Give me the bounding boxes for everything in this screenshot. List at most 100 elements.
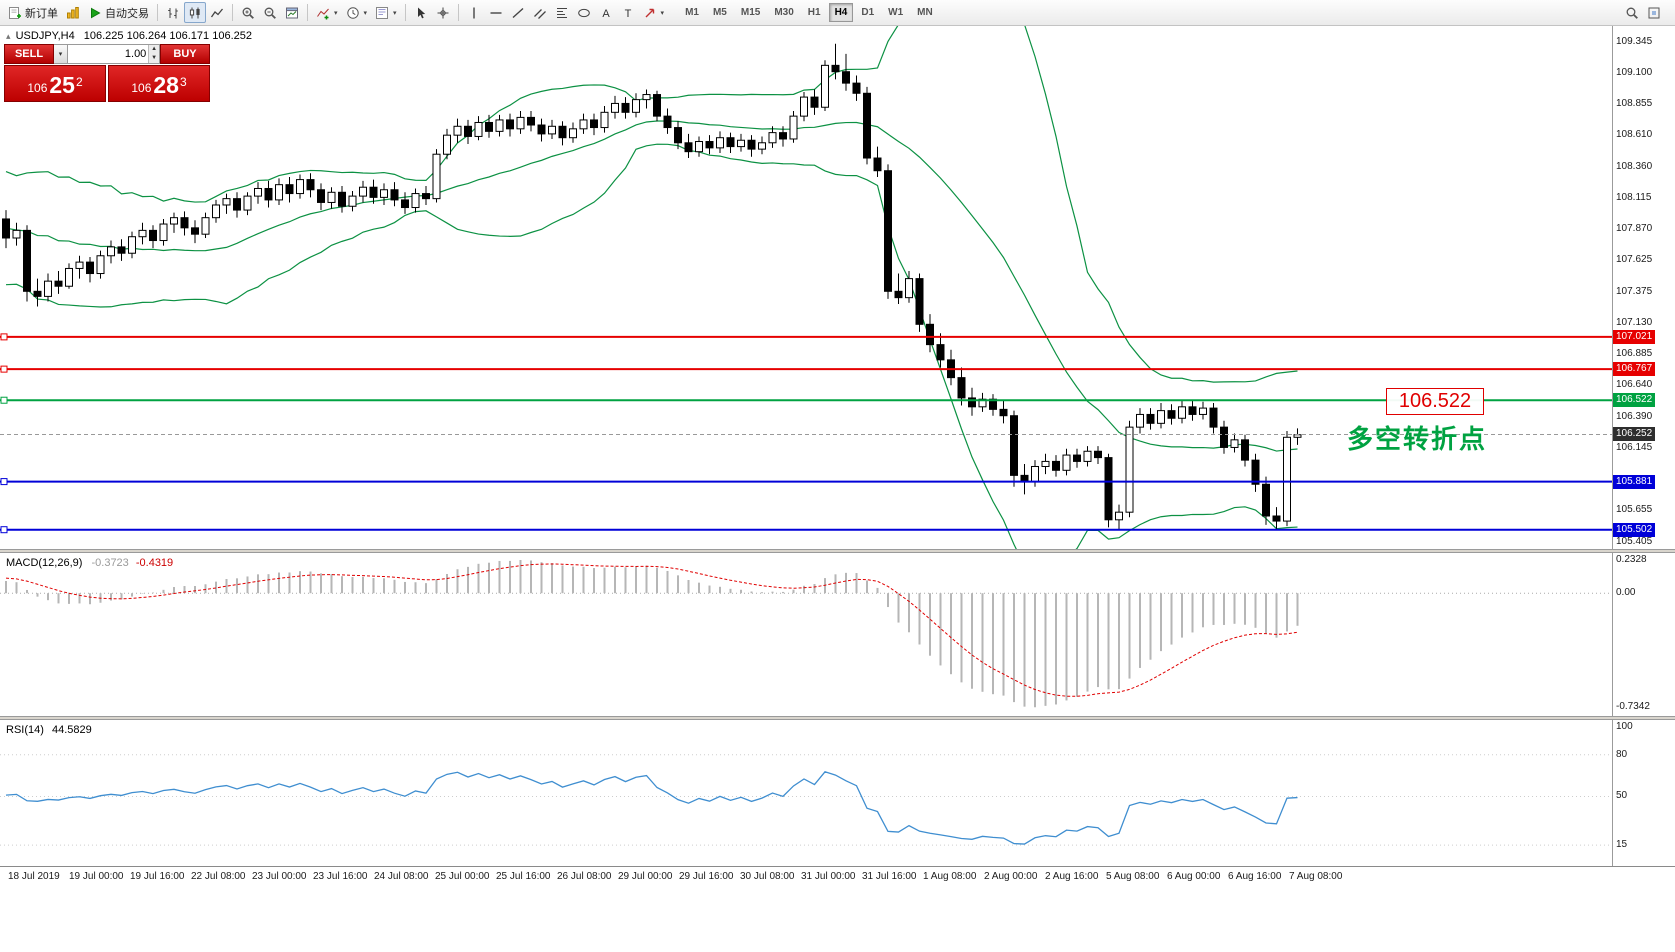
time-axis-label: 22 Jul 08:00	[191, 871, 246, 882]
tf-m30[interactable]: M30	[768, 3, 799, 22]
buy-button[interactable]: BUY	[160, 44, 210, 64]
bar-chart-button[interactable]	[162, 2, 184, 23]
rsi-line	[5, 771, 1298, 845]
toolbar-separator	[404, 4, 406, 21]
time-axis-label: 18 Jul 2019	[8, 871, 60, 882]
dropdown-caret-icon: ▾	[363, 9, 368, 17]
line-handle[interactable]	[0, 365, 8, 373]
vertical-line-button[interactable]	[463, 2, 485, 23]
candle-body	[642, 94, 651, 101]
tf-mn[interactable]: MN	[911, 3, 939, 22]
candle-body	[1209, 407, 1218, 428]
zoom-in-button[interactable]	[237, 2, 259, 23]
new-order-button-label: 新订单	[25, 7, 58, 20]
fibonacci-button[interactable]	[551, 2, 573, 23]
time-axis-label: 2 Aug 16:00	[1045, 871, 1099, 882]
order-type-dropdown[interactable]: ▾	[54, 44, 68, 64]
hline-price-label: 106.767	[1613, 362, 1656, 377]
channel-button[interactable]	[529, 2, 551, 23]
candle-body	[369, 186, 378, 198]
price-scale-label: 106.640	[1616, 379, 1653, 391]
collapse-icon[interactable]: ▴	[6, 31, 11, 41]
macd-header: MACD(12,26,9) -0.3723 -0.4319	[6, 557, 173, 569]
search-button[interactable]	[1621, 2, 1643, 23]
shapes-button[interactable]	[573, 2, 595, 23]
chart-list-button[interactable]	[62, 2, 84, 23]
buy-price-frac: 3	[179, 75, 187, 89]
buy-price-pips: 28	[153, 72, 179, 98]
periods-button[interactable]: ▾	[342, 2, 372, 23]
candle-body	[936, 344, 945, 361]
sell-price-button[interactable]: 106 25 2	[4, 65, 106, 102]
tf-h4[interactable]: H4	[828, 3, 854, 22]
zoom-in-icon	[241, 6, 255, 20]
candle-body	[54, 280, 63, 287]
time-axis-label: 19 Jul 00:00	[69, 871, 124, 882]
volume-down-icon[interactable]: ▼	[149, 54, 159, 63]
candle-body	[12, 229, 21, 239]
ohlc-bars-icon	[166, 6, 180, 20]
templates-button[interactable]: ▾	[371, 2, 401, 23]
toolbar: 新订单 自动交易 ▾ ▾ ▾ A T ▾ M1 M5 M15 M30 H1 H4 D1 W1 MN	[0, 0, 1675, 26]
indicators-button[interactable]: ▾	[312, 2, 342, 23]
crosshair-button[interactable]	[432, 2, 454, 23]
line-handle[interactable]	[0, 396, 8, 404]
tf-w1[interactable]: W1	[882, 3, 909, 22]
cursor-button[interactable]	[410, 2, 432, 23]
zoom-out-icon	[263, 6, 277, 20]
candle-body	[495, 119, 504, 132]
candle-body	[737, 139, 745, 148]
toolbar-separator	[232, 4, 233, 21]
volume-input[interactable]	[68, 45, 149, 63]
candle-body	[537, 124, 546, 135]
line-handle[interactable]	[0, 526, 8, 534]
expand-icon	[1647, 6, 1661, 20]
tf-h1[interactable]: H1	[802, 3, 827, 22]
candle-body	[180, 217, 189, 229]
line-chart-icon	[210, 6, 224, 20]
label-button[interactable]: T	[617, 2, 639, 23]
bar-chart-yellow-icon	[66, 6, 80, 20]
toolbar-separator	[307, 4, 308, 21]
time-axis-label: 19 Jul 16:00	[130, 871, 185, 882]
trendline-button[interactable]	[507, 2, 529, 23]
candle-body	[600, 111, 609, 129]
tf-m1[interactable]: M1	[679, 3, 705, 22]
line-chart-button[interactable]	[206, 2, 228, 23]
candle-body	[1104, 457, 1113, 521]
sell-price-int: 106	[27, 81, 48, 95]
candle-body	[1115, 511, 1123, 521]
tf-m15[interactable]: M15	[735, 3, 766, 22]
panel-divider[interactable]	[0, 549, 1675, 553]
zoom-out-button[interactable]	[259, 2, 281, 23]
macd-panel[interactable]	[0, 553, 1612, 716]
trade-panel-prices: 106 25 2 106 28 3	[4, 65, 210, 102]
buy-price-button[interactable]: 106 28 3	[108, 65, 210, 102]
time-axis[interactable]	[0, 866, 1675, 890]
price-annotation-box[interactable]: 106.522	[1386, 388, 1484, 415]
sell-button[interactable]: SELL	[4, 44, 54, 64]
line-handle[interactable]	[0, 478, 8, 486]
price-scale-label: 106.885	[1616, 348, 1653, 360]
main-chart[interactable]	[0, 26, 1612, 549]
volume-up-icon[interactable]: ▲	[149, 45, 159, 54]
time-axis-label: 23 Jul 16:00	[313, 871, 368, 882]
tf-d1[interactable]: D1	[855, 3, 880, 22]
candle-body	[632, 99, 640, 113]
window-button[interactable]	[1643, 2, 1665, 23]
turning-point-note[interactable]: 多空转折点	[1347, 424, 1488, 454]
line-handle[interactable]	[0, 333, 8, 341]
arrows-button[interactable]: ▾	[639, 2, 669, 23]
channel-icon	[533, 6, 547, 20]
candlestick-chart-button[interactable]	[184, 2, 206, 23]
clock-icon	[346, 6, 360, 20]
rsi-panel[interactable]	[0, 720, 1612, 866]
horizontal-line-button[interactable]	[485, 2, 507, 23]
auto-trading-button[interactable]: 自动交易	[84, 2, 153, 23]
new-order-button[interactable]: 新订单	[4, 2, 62, 23]
text-button[interactable]: A	[595, 2, 617, 23]
new-chart-button[interactable]	[281, 2, 303, 23]
candle-body	[579, 119, 588, 130]
tf-m5[interactable]: M5	[707, 3, 733, 22]
panel-divider[interactable]	[0, 716, 1675, 720]
